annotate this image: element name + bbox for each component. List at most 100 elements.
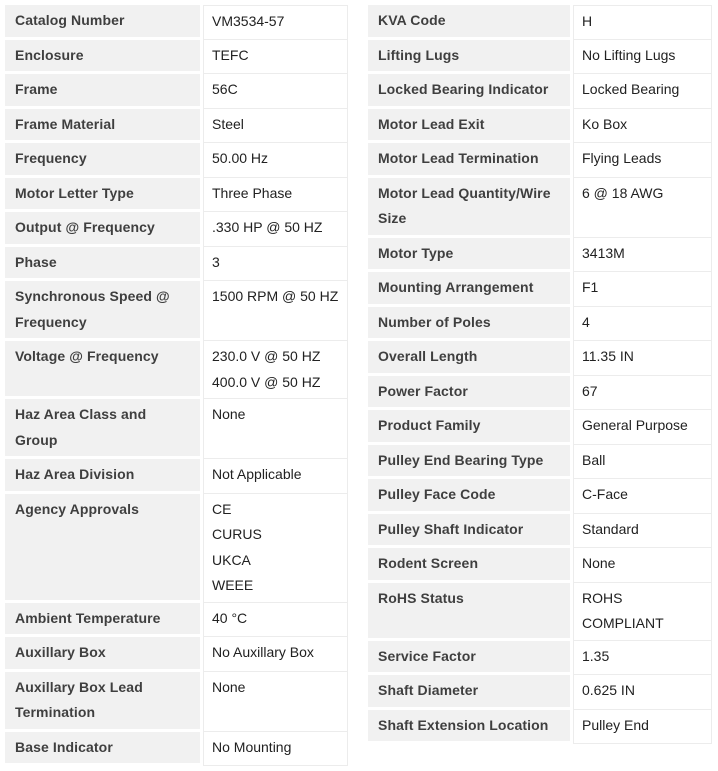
spec-value: 6 @ 18 AWG bbox=[573, 177, 712, 238]
spec-label: Frame bbox=[5, 74, 203, 109]
spec-value-line: No Auxillary Box bbox=[212, 644, 314, 660]
spec-row: RoHS Status ROHS COMPLIANT bbox=[368, 582, 712, 641]
spec-row: Number of Poles 4 bbox=[368, 306, 712, 341]
spec-label: Haz Area Division bbox=[5, 459, 203, 494]
spec-value-line: CURUS bbox=[212, 526, 262, 542]
spec-value: Three Phase bbox=[203, 177, 348, 212]
spec-value-line: Not Applicable bbox=[212, 466, 302, 482]
spec-row: KVA Code H bbox=[368, 5, 712, 40]
spec-row: Product Family General Purpose bbox=[368, 410, 712, 445]
spec-row: Shaft Extension Location Pulley End bbox=[368, 709, 712, 744]
spec-label: Catalog Number bbox=[5, 5, 203, 40]
spec-value-line: 3 bbox=[212, 253, 220, 270]
spec-row: Ambient Temperature 40 °C bbox=[5, 602, 348, 637]
spec-label: Pulley Face Code bbox=[368, 479, 573, 514]
spec-value: 11.35 IN bbox=[573, 341, 712, 376]
spec-row: Lifting Lugs No Lifting Lugs bbox=[368, 39, 712, 74]
spec-label: Mounting Arrangement bbox=[368, 272, 573, 307]
spec-value-line: 4 bbox=[582, 313, 590, 330]
spec-value: Not Applicable bbox=[203, 459, 348, 494]
spec-value: H bbox=[573, 5, 712, 40]
spec-value-line: 1.35 bbox=[582, 647, 610, 664]
spec-value-line: TEFC bbox=[212, 46, 249, 63]
spec-label: Motor Type bbox=[368, 237, 573, 272]
spec-row: Motor Lead Quantity/Wire Size 6 @ 18 AWG bbox=[368, 177, 712, 238]
spec-value: Ball bbox=[573, 444, 712, 479]
spec-row: Enclosure TEFC bbox=[5, 39, 348, 74]
spec-label: Phase bbox=[5, 246, 203, 281]
spec-value-line: Steel bbox=[212, 115, 244, 132]
spec-value-line: 6 @ 18 AWG bbox=[582, 184, 664, 201]
spec-value: VM3534-57 bbox=[203, 5, 348, 40]
spec-row: Voltage @ Frequency 230.0 V @ 50 HZ 400.0 … bbox=[5, 341, 348, 399]
spec-label: Auxillary Box bbox=[5, 637, 203, 672]
spec-label: Base Indicator bbox=[5, 731, 203, 766]
spec-row: Pulley Shaft Indicator Standard bbox=[368, 513, 712, 548]
spec-value-line: ROHS COMPLIANT bbox=[582, 589, 664, 632]
spec-value-line: None bbox=[582, 555, 616, 571]
spec-value: No Lifting Lugs bbox=[573, 39, 712, 74]
spec-label: Pulley End Bearing Type bbox=[368, 444, 573, 479]
spec-row: Frame 56C bbox=[5, 74, 348, 109]
spec-value: 50.00 Hz bbox=[203, 143, 348, 178]
spec-label: Enclosure bbox=[5, 39, 203, 74]
spec-label: Frequency bbox=[5, 143, 203, 178]
spec-label: Motor Lead Exit bbox=[368, 108, 573, 143]
spec-label: Service Factor bbox=[368, 640, 573, 675]
spec-value-line: No Mounting bbox=[212, 738, 292, 755]
spec-row: Base Indicator No Mounting bbox=[5, 731, 348, 766]
spec-value: None bbox=[573, 548, 712, 583]
spec-value-line: 67 bbox=[582, 382, 598, 399]
spec-row: Auxillary Box Lead Termination None bbox=[5, 671, 348, 732]
spec-value-line: 230.0 V @ 50 HZ bbox=[212, 348, 321, 364]
spec-value-line: No Lifting Lugs bbox=[582, 46, 676, 63]
spec-value: ROHS COMPLIANT bbox=[573, 582, 712, 641]
spec-label: Output @ Frequency bbox=[5, 212, 203, 247]
spec-label: Overall Length bbox=[368, 341, 573, 376]
spec-row: Synchronous Speed @ Frequency 1500 RPM @ … bbox=[5, 281, 348, 341]
spec-value-line: Flying Leads bbox=[582, 150, 662, 166]
spec-value: 3413M bbox=[573, 237, 712, 272]
spec-value-line: Three Phase bbox=[212, 184, 293, 201]
spec-value: 1.35 bbox=[573, 640, 712, 675]
spec-value: Flying Leads bbox=[573, 143, 712, 178]
spec-row: Shaft Diameter 0.625 IN bbox=[368, 675, 712, 710]
spec-label: Voltage @ Frequency bbox=[5, 341, 203, 399]
spec-row: Motor Letter Type Three Phase bbox=[5, 177, 348, 212]
spec-row: Frequency 50.00 Hz bbox=[5, 143, 348, 178]
spec-value: 0.625 IN bbox=[573, 675, 712, 710]
spec-value-line: 0.625 IN bbox=[582, 682, 635, 698]
spec-value-line: CE bbox=[212, 500, 232, 517]
spec-table-left: Catalog Number VM3534-57 Enclosure TEFC Fram… bbox=[5, 5, 348, 766]
spec-label: Shaft Diameter bbox=[368, 675, 573, 710]
spec-value: CE CURUS UKCA WEEE bbox=[203, 493, 348, 603]
spec-value: None bbox=[203, 399, 348, 459]
spec-value-line: C-Face bbox=[582, 486, 628, 502]
spec-value-line: General Purpose bbox=[582, 417, 688, 433]
spec-value: C-Face bbox=[573, 479, 712, 514]
spec-value: F1 bbox=[573, 272, 712, 307]
spec-value-line: Pulley End bbox=[582, 716, 649, 733]
spec-label: Pulley Shaft Indicator bbox=[368, 513, 573, 548]
spec-value: 67 bbox=[573, 375, 712, 410]
spec-row: Haz Area Division Not Applicable bbox=[5, 459, 348, 494]
spec-row: Overall Length 11.35 IN bbox=[368, 341, 712, 376]
spec-value-line: Standard bbox=[582, 520, 639, 537]
spec-label: Shaft Extension Location bbox=[368, 709, 573, 744]
spec-value: 230.0 V @ 50 HZ 400.0 V @ 50 HZ bbox=[203, 341, 348, 399]
spec-label: Haz Area Class and Group bbox=[5, 399, 203, 459]
spec-value-line: 56C bbox=[212, 81, 238, 97]
spec-value-line: UKCA bbox=[212, 551, 251, 568]
spec-label: Synchronous Speed @ Frequency bbox=[5, 281, 203, 341]
spec-row: Motor Lead Exit Ko Box bbox=[368, 108, 712, 143]
spec-label: KVA Code bbox=[368, 5, 573, 40]
spec-label: Motor Lead Termination bbox=[368, 143, 573, 178]
spec-value-line: 11.35 IN bbox=[582, 348, 634, 364]
spec-row: Service Factor 1.35 bbox=[368, 640, 712, 675]
spec-label: Product Family bbox=[368, 410, 573, 445]
spec-value: Steel bbox=[203, 108, 348, 143]
spec-row: Haz Area Class and Group None bbox=[5, 399, 348, 459]
spec-row: Pulley Face Code C-Face bbox=[368, 479, 712, 514]
spec-row: Rodent Screen None bbox=[368, 548, 712, 583]
